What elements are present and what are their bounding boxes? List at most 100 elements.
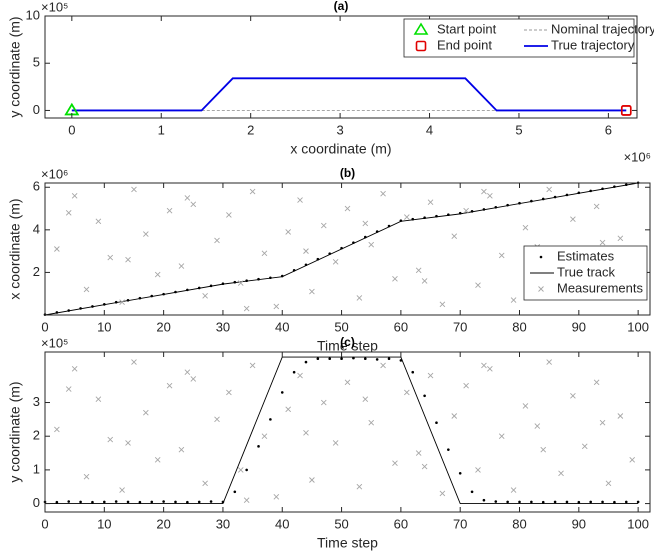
estimate-dot (613, 500, 616, 504)
estimate-dot (67, 500, 71, 503)
measurement-x (131, 186, 137, 193)
x-axis-label: Time step (317, 535, 378, 551)
x-tick-label: 90 (572, 319, 586, 334)
measurement-x (54, 426, 60, 433)
measurement-x (226, 389, 232, 396)
measurement-x (154, 271, 161, 278)
axes-frame (44, 182, 651, 316)
y-axis-label: y coordinate (m) (7, 381, 23, 482)
measurement-x (178, 263, 185, 269)
end-marker (620, 105, 632, 116)
estimate-dot (530, 500, 533, 504)
measurement-x (332, 258, 339, 265)
x-tick-label: 80 (512, 319, 526, 334)
estimate-dot (375, 358, 379, 361)
estimate-dot (197, 500, 201, 504)
measurement-x (303, 430, 309, 436)
measurement-x (546, 359, 552, 365)
estimate-dot (126, 500, 130, 504)
panel-title: (a) (334, 0, 349, 13)
measurement-x (243, 497, 250, 504)
measurement-x (214, 237, 220, 244)
measurement-x (261, 433, 268, 440)
x-tick-label: 1 (158, 122, 165, 137)
y-axis-label: x coordinate (m) (7, 198, 23, 299)
measurement-x (481, 362, 487, 369)
measurement-x (540, 446, 547, 453)
measurement-x (143, 409, 149, 416)
trajectory-line (71, 77, 627, 112)
measurement-x (593, 203, 600, 210)
measurement-x (421, 463, 428, 470)
estimate-dot (458, 471, 462, 475)
trajectory-line (44, 182, 639, 316)
measurement-x (273, 494, 280, 500)
measurement-x (362, 220, 369, 227)
measurement-x (451, 233, 458, 240)
x-tick-label: 100 (627, 516, 649, 531)
measurement-x (498, 433, 505, 440)
measurement-x (249, 362, 256, 369)
panel-title: (b) (340, 166, 355, 180)
x-tick-label: 4 (426, 122, 433, 137)
estimate-dot (411, 370, 415, 374)
measurement-x (403, 389, 410, 396)
measurement-x (356, 483, 363, 490)
measurement-x (368, 419, 375, 426)
measurement-x (427, 372, 434, 379)
estimate-dot (186, 500, 189, 504)
y-tick-label: 10 (26, 7, 40, 22)
measurement-x (243, 305, 250, 312)
y-tick-label: 0 (33, 102, 40, 117)
estimate-dot (636, 500, 640, 504)
measurement-x (593, 379, 600, 386)
x-tick-label: 10 (97, 319, 111, 334)
measurement-x (368, 241, 375, 248)
x-tick-label: 20 (156, 319, 170, 334)
x-axis-label: x coordinate (m) (290, 141, 391, 157)
measurement-x (380, 190, 386, 197)
measurement-x (297, 197, 303, 203)
measurement-x (190, 201, 197, 208)
estimate-dot (174, 500, 177, 504)
estimate-dot (601, 500, 604, 504)
measurement-x (356, 295, 363, 301)
measurement-x (605, 480, 612, 487)
legend-label: Nominal trajectory (551, 21, 654, 36)
measurement-x (487, 192, 493, 199)
x-tick-label: 10 (97, 516, 111, 531)
measurement-x (166, 382, 173, 389)
y-tick-label: 5 (33, 55, 40, 70)
measurement-x (332, 440, 339, 446)
estimate-dot (233, 490, 237, 494)
estimate-dot (269, 418, 272, 421)
measurement-x (421, 278, 428, 284)
measurement-x (285, 229, 292, 235)
estimate-dot (340, 357, 343, 361)
measurement-x (214, 416, 220, 423)
measurement-x (463, 382, 469, 389)
x-axis-label: Time step (317, 338, 378, 354)
measurement-x (202, 293, 208, 299)
estimate-dot (435, 421, 438, 425)
estimate-dot (280, 391, 284, 394)
y-tick-label: 1 (33, 461, 40, 476)
measurement-x (202, 480, 208, 487)
measurement-x (261, 250, 268, 257)
measurement-x (570, 392, 576, 399)
measurement-x (475, 282, 481, 289)
measurement-x (95, 218, 102, 225)
measurement-x (273, 303, 280, 310)
start-marker (413, 22, 429, 35)
measurement-x (184, 369, 191, 376)
x-tick-label: 90 (572, 516, 586, 531)
estimate-dot (589, 500, 592, 504)
measurement-x (570, 216, 576, 223)
x-tick-label: 40 (275, 516, 289, 531)
measurement-x (463, 207, 469, 214)
measurement-x (403, 214, 410, 220)
x-tick-label: 80 (512, 516, 526, 531)
estimate-dot (114, 500, 118, 503)
measurement-x (510, 487, 517, 493)
axes-frame (44, 351, 651, 513)
